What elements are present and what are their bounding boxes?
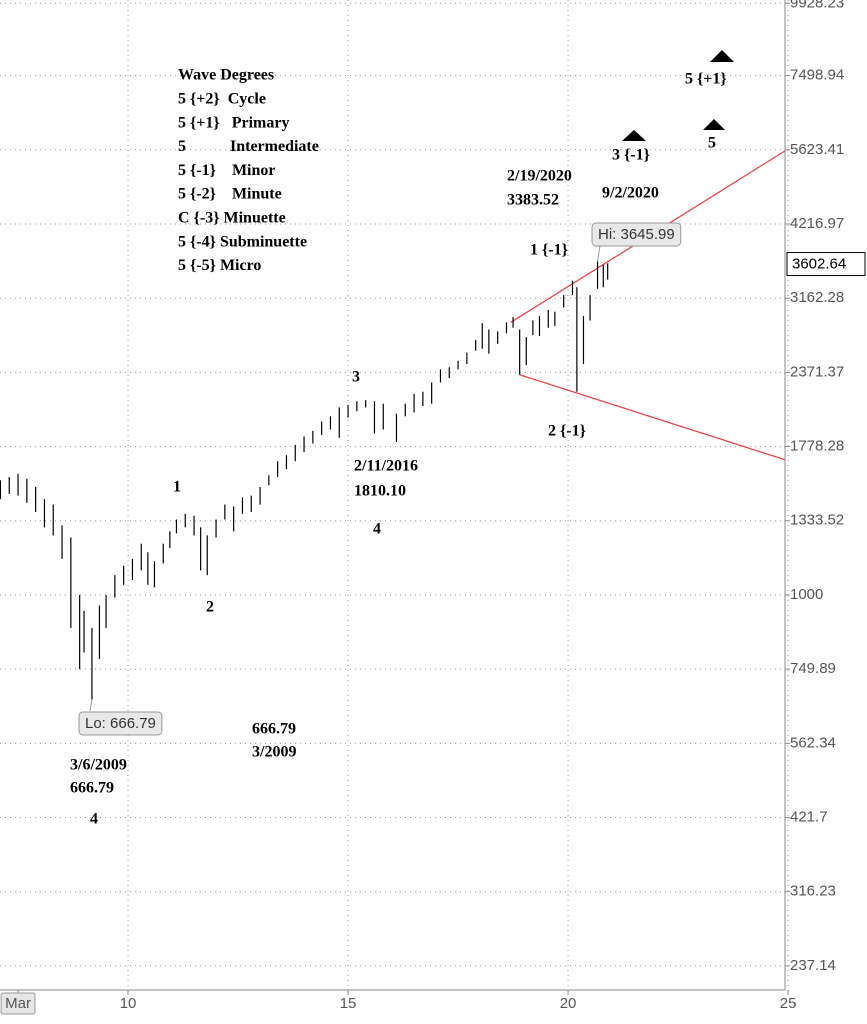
wave-degree-line: 5 {-5} Micro: [178, 257, 261, 274]
wave-annotation: 9/2/2020: [602, 185, 659, 202]
wave-annotation: 4: [90, 811, 98, 828]
wave-annotation: 3383.52: [507, 192, 559, 209]
y-tick-label: 3162.28: [790, 289, 844, 306]
last-price-box: [786, 252, 866, 277]
wave-annotation: 3/2009: [252, 744, 296, 761]
y-tick-label: 9928.23: [790, 0, 844, 11]
wave-annotation: 2/11/2016: [354, 458, 418, 475]
y-tick-label: 562.34: [790, 734, 836, 751]
wave-annotation: 2: [206, 599, 214, 616]
wave-degree-line: 5 {-4} Subminuette: [178, 233, 307, 250]
lo-label: Lo: 666.79: [85, 715, 156, 732]
wave-annotation: 4: [373, 521, 381, 538]
wave-degree-line: 5 {-2} Minute: [178, 186, 282, 203]
wave-degree-line: C {-3} Minuette: [178, 209, 286, 226]
wave-marker: [622, 130, 646, 141]
y-tick-label: 1000: [790, 586, 823, 603]
wave-degree-line: 5 {-1} Minor: [178, 162, 275, 179]
y-tick-label: 1778.28: [790, 438, 844, 455]
wave-annotation: 3: [352, 369, 360, 386]
x-tick-label: 20: [560, 995, 577, 1012]
x-tick-label: 15: [340, 995, 357, 1012]
x-tick-label: 10: [120, 995, 137, 1012]
wave-annotation: 3/6/2009: [70, 757, 127, 774]
wave-annotation: 5: [708, 135, 716, 152]
hi-label: Hi: 3645.99: [598, 226, 675, 243]
y-tick-label: 421.7: [790, 809, 828, 826]
wave-annotation: 666.79: [252, 721, 296, 738]
y-tick-label: 749.89: [790, 660, 836, 677]
wave-annotation: 666.79: [70, 780, 114, 797]
y-tick-label: 1333.52: [790, 512, 844, 529]
y-tick-label: 237.14: [790, 957, 836, 974]
lo-label-box: [78, 711, 163, 736]
x-tick-label: Mar: [5, 995, 31, 1012]
y-tick-label: 4216.97: [790, 215, 844, 232]
y-tick-label: 2371.37: [790, 363, 844, 380]
wave-annotation: 2/19/2020: [507, 168, 572, 185]
wave-annotation: 2 {-1}: [548, 423, 586, 440]
lo-pointer: [89, 699, 93, 712]
wave-marker: [710, 50, 734, 62]
y-tick-label: 316.23: [790, 883, 836, 900]
last-price-label: 3602.64: [792, 256, 846, 273]
hi-pointer: [597, 245, 601, 262]
y-tick-label: 7498.94: [790, 67, 844, 84]
x-tick-label: 25: [780, 995, 797, 1012]
wave-annotation: 1 {-1}: [530, 242, 568, 259]
trend-line: [519, 374, 786, 461]
wave-annotation: 3 {-1}: [612, 147, 650, 164]
wave-annotation: 5 {+1}: [685, 71, 727, 88]
wave-degree-line: 5 {+1} Primary: [178, 114, 289, 131]
wave-annotation: 1810.10: [354, 483, 406, 500]
y-tick-label: 5623.41: [790, 141, 844, 158]
x-tick-box: [0, 992, 36, 1015]
wave-degree-line: Wave Degrees: [178, 67, 274, 84]
wave-degree-line: 5 Intermediate: [178, 138, 319, 155]
wave-annotation: 1: [173, 479, 181, 496]
hi-label-box: [591, 222, 682, 247]
wave-degree-line: 5 {+2} Cycle: [178, 90, 266, 107]
wave-marker: [703, 119, 725, 130]
